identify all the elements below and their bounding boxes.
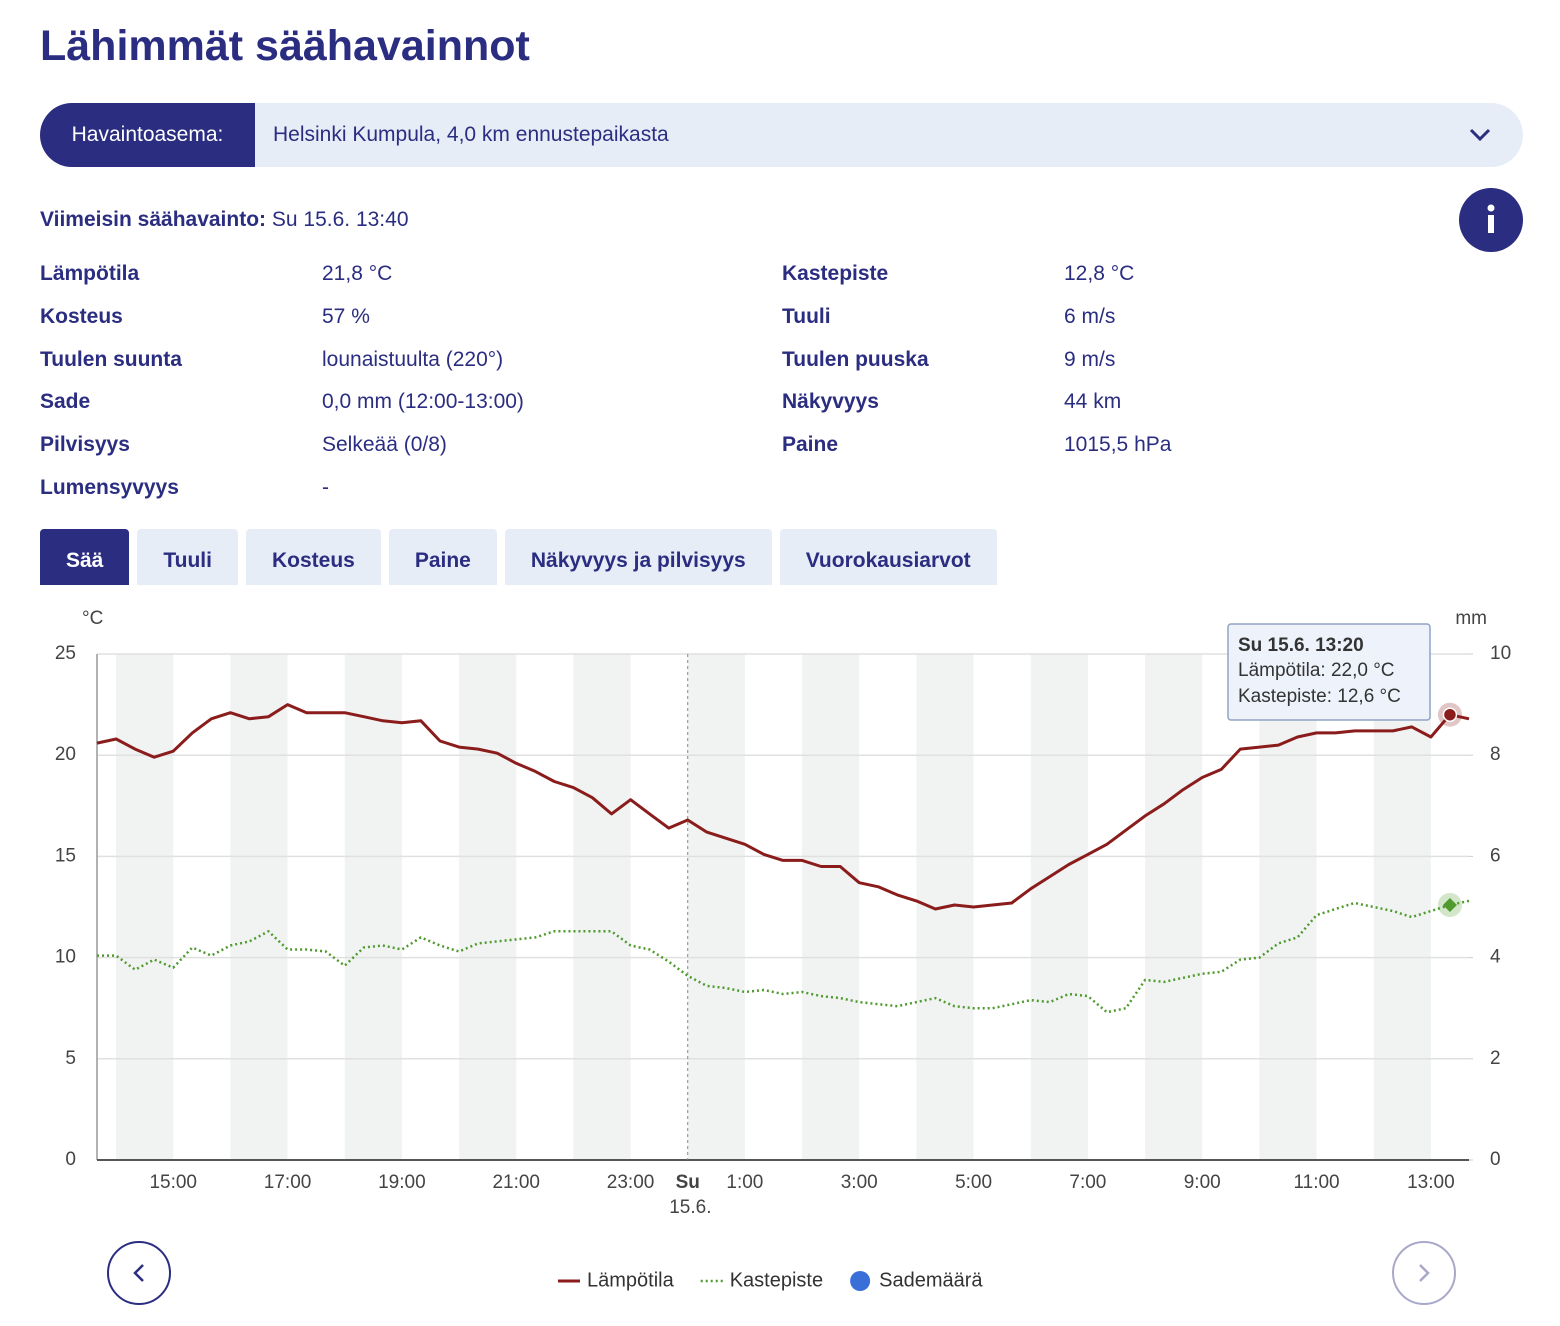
obs-label: Paine — [782, 433, 839, 457]
tab[interactable]: Tuuli — [137, 529, 238, 585]
y2-tick-label: 2 — [1490, 1048, 1501, 1069]
day-name: Su — [676, 1172, 700, 1193]
hour-stripe — [1030, 654, 1088, 1160]
obs-label: Tuulen suunta — [40, 347, 182, 371]
y-tick-label: 25 — [55, 643, 76, 664]
page-title: Lähimmät säähavainnot — [40, 22, 530, 70]
obs-label: Sade — [40, 390, 91, 414]
hour-stripe — [573, 654, 631, 1160]
hour-stripe — [459, 654, 517, 1160]
day-date: 15.6. — [664, 1197, 712, 1218]
obs-label: Kastepiste — [782, 262, 889, 285]
tab[interactable]: Vuorokausiarvot — [779, 529, 997, 585]
hour-stripe — [802, 654, 860, 1160]
hover-marker — [1442, 897, 1457, 912]
tooltip-line: Lämpötila: 22,0 °C — [1238, 660, 1395, 681]
hour-stripe — [1373, 654, 1431, 1160]
tab-bar: Sää Tuuli Kosteus Paine Näkyvyys ja pilvisyy… — [40, 529, 997, 585]
obs-value: 57 % — [322, 304, 370, 328]
y-tick-label: 20 — [55, 744, 76, 765]
y-axis-label: °C — [82, 608, 103, 629]
hour-stripe — [687, 654, 745, 1160]
hover-marker — [1442, 707, 1458, 722]
obs-value: 21,8 °C — [322, 262, 393, 285]
obs-value: 12,8 °C — [1064, 262, 1135, 285]
y-tick-label: 15 — [55, 845, 76, 866]
series-line — [96, 703, 1470, 911]
y-tick-label: 0 — [65, 1149, 76, 1170]
x-tick-label: 3:00 — [841, 1172, 878, 1193]
latest-value: Su 15.6. 13:40 — [271, 208, 409, 231]
tab[interactable]: Paine — [388, 529, 497, 585]
x-tick-label: 23:00 — [607, 1172, 655, 1193]
hour-stripe — [344, 654, 402, 1160]
hour-stripe — [116, 654, 174, 1160]
latest-observation: Viimeisin säähavainto: Su 15.6. 13:40 — [40, 208, 409, 232]
y2-tick-label: 6 — [1490, 845, 1501, 866]
obs-label: Pilvisyys — [40, 433, 130, 457]
station-selector[interactable]: Havaintoasema: Helsinki Kumpula, 4,0 km … — [40, 103, 1523, 167]
tab[interactable]: Näkyvyys ja pilvisyys — [504, 529, 772, 585]
x-tick-label: 15:00 — [149, 1172, 197, 1193]
hour-stripe — [1145, 654, 1203, 1160]
y2-tick-label: 4 — [1490, 947, 1501, 968]
hour-stripe — [1259, 654, 1317, 1160]
series-line — [97, 899, 1470, 1014]
y2-tick-label: 8 — [1490, 744, 1501, 765]
station-value: Helsinki Kumpula, 4,0 km ennustepaikasta — [273, 123, 669, 146]
x-tick-label: 9:00 — [1184, 1172, 1221, 1193]
tooltip-title: Su 15.6. 13:20 — [1238, 635, 1364, 656]
legend-label: Sademäärä — [879, 1269, 983, 1291]
y2-axis-label: mm — [1455, 608, 1487, 629]
dropdown-chevron — [1469, 128, 1491, 142]
x-tick-label: 13:00 — [1407, 1172, 1455, 1193]
obs-label: Kosteus — [40, 304, 123, 328]
info-button[interactable] — [1459, 188, 1523, 252]
obs-label: Näkyvyys — [782, 390, 879, 414]
obs-value: - — [322, 476, 329, 499]
y2-tick-label: 10 — [1490, 643, 1511, 664]
y-tick-label: 5 — [65, 1048, 76, 1069]
x-tick-label: 7:00 — [1069, 1172, 1106, 1193]
legend-label: Lämpötila — [587, 1269, 675, 1291]
obs-value: 1015,5 hPa — [1064, 433, 1172, 457]
x-tick-label: 19:00 — [378, 1172, 426, 1193]
x-tick-label: 1:00 — [726, 1172, 763, 1193]
station-label: Havaintoasema: — [40, 103, 255, 167]
tooltip-box — [1227, 623, 1431, 721]
next-icon — [1419, 1264, 1430, 1282]
tab[interactable]: Sää — [40, 529, 130, 585]
tooltip-line: Kastepiste: 12,6 °C — [1238, 686, 1401, 707]
obs-value: Selkeää (0/8) — [322, 433, 447, 457]
legend-symbol — [850, 1271, 871, 1291]
y-tick-label: 10 — [55, 947, 76, 968]
latest-label: Viimeisin säähavainto: — [40, 208, 267, 231]
hour-stripe — [230, 654, 288, 1160]
obs-label: Lämpötila — [40, 262, 140, 285]
x-tick-label: 11:00 — [1293, 1172, 1339, 1193]
next-button[interactable] — [1392, 1241, 1456, 1305]
obs-value: 0,0 mm (12:00-13:00) — [322, 390, 524, 414]
obs-value: 44 km — [1064, 390, 1122, 414]
x-tick-label: 17:00 — [264, 1172, 312, 1193]
obs-value: lounaistuulta (220°) — [322, 347, 504, 371]
legend-label: Kastepiste — [730, 1269, 823, 1291]
obs-label: Lumensyvyys — [40, 476, 179, 499]
obs-label: Tuulen puuska — [782, 347, 929, 371]
tab[interactable]: Kosteus — [245, 529, 381, 585]
prev-button[interactable] — [107, 1241, 171, 1305]
x-tick-label: Su 15.6. — [664, 1172, 712, 1218]
obs-label: Tuuli — [782, 304, 831, 328]
obs-value: 9 m/s — [1064, 347, 1116, 371]
obs-value: 6 m/s — [1064, 304, 1116, 328]
x-tick-label: 5:00 — [955, 1172, 992, 1193]
x-tick-label: 21:00 — [492, 1172, 540, 1193]
prev-icon — [133, 1264, 144, 1282]
y2-tick-label: 0 — [1490, 1149, 1501, 1170]
